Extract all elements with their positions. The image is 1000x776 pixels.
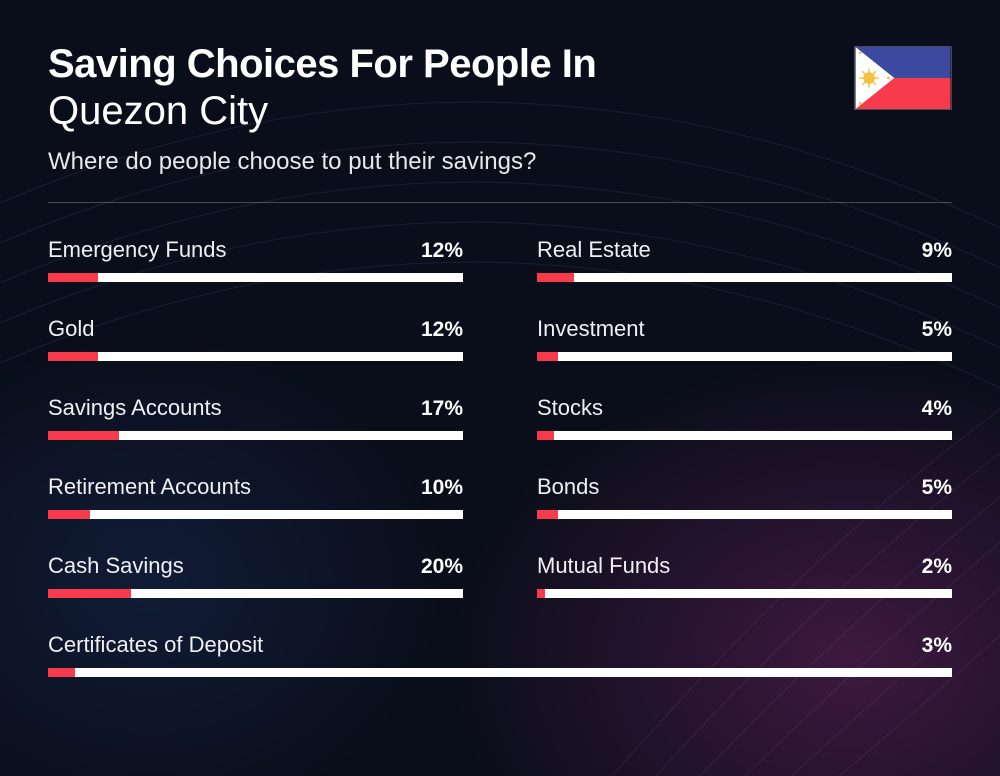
- header: Saving Choices For People In Quezon City…: [48, 42, 952, 176]
- chart-item-value: 4%: [922, 397, 952, 421]
- bar-fill: [48, 431, 119, 440]
- bar-fill: [48, 510, 90, 519]
- chart-item: Emergency Funds 12%: [48, 237, 463, 282]
- chart-item: Mutual Funds 2%: [537, 553, 952, 598]
- chart-item: Bonds 5%: [537, 474, 952, 519]
- bar-track: [537, 273, 952, 282]
- bar-fill: [48, 273, 98, 282]
- bar-track: [537, 352, 952, 361]
- bar-track: [48, 352, 463, 361]
- chart-item: Gold 12%: [48, 316, 463, 361]
- chart-item-label: Real Estate: [537, 237, 651, 263]
- bar-track: [537, 431, 952, 440]
- chart-item-label: Stocks: [537, 395, 603, 421]
- chart-item: Real Estate 9%: [537, 237, 952, 282]
- chart-item: Savings Accounts 17%: [48, 395, 463, 440]
- title-line1: Saving Choices For People In: [48, 42, 952, 87]
- chart-item-value: 12%: [421, 239, 463, 263]
- chart-item-value: 5%: [922, 476, 952, 500]
- chart-item-value: 2%: [922, 555, 952, 579]
- bar-track: [48, 510, 463, 519]
- chart-item: Certificates of Deposit 3%: [48, 632, 952, 677]
- bar-track: [537, 510, 952, 519]
- bar-track: [48, 431, 463, 440]
- divider: [48, 202, 952, 203]
- chart-item: Stocks 4%: [537, 395, 952, 440]
- subtitle: Where do people choose to put their savi…: [48, 148, 952, 176]
- chart-item: Investment 5%: [537, 316, 952, 361]
- chart-item-label: Bonds: [537, 474, 599, 500]
- bar-fill: [537, 510, 558, 519]
- chart-item: Retirement Accounts 10%: [48, 474, 463, 519]
- bar-fill: [537, 589, 545, 598]
- bar-track: [48, 273, 463, 282]
- chart-item-label: Investment: [537, 316, 645, 342]
- chart-item-label: Certificates of Deposit: [48, 632, 263, 658]
- bar-fill: [48, 352, 98, 361]
- bar-fill: [537, 352, 558, 361]
- chart-item-label: Retirement Accounts: [48, 474, 251, 500]
- bar-fill: [48, 589, 131, 598]
- chart-item-label: Gold: [48, 316, 94, 342]
- bar-track: [48, 668, 952, 677]
- bar-fill: [48, 668, 75, 677]
- chart-item-label: Savings Accounts: [48, 395, 222, 421]
- chart-item-value: 17%: [421, 397, 463, 421]
- chart-item-value: 3%: [922, 634, 952, 658]
- chart-item-value: 9%: [922, 239, 952, 263]
- bar-track: [48, 589, 463, 598]
- chart-item-label: Emergency Funds: [48, 237, 227, 263]
- chart-item-label: Mutual Funds: [537, 553, 670, 579]
- chart-grid: Emergency Funds 12% Real Estate 9% Gold 12% In…: [48, 237, 952, 677]
- philippines-flag-icon: [854, 46, 952, 110]
- chart-item-value: 10%: [421, 476, 463, 500]
- chart-item: Cash Savings 20%: [48, 553, 463, 598]
- bar-track: [537, 589, 952, 598]
- chart-item-label: Cash Savings: [48, 553, 184, 579]
- bar-fill: [537, 431, 554, 440]
- chart-item-value: 20%: [421, 555, 463, 579]
- chart-item-value: 5%: [922, 318, 952, 342]
- bar-fill: [537, 273, 574, 282]
- title-line2: Quezon City: [48, 89, 952, 134]
- chart-item-value: 12%: [421, 318, 463, 342]
